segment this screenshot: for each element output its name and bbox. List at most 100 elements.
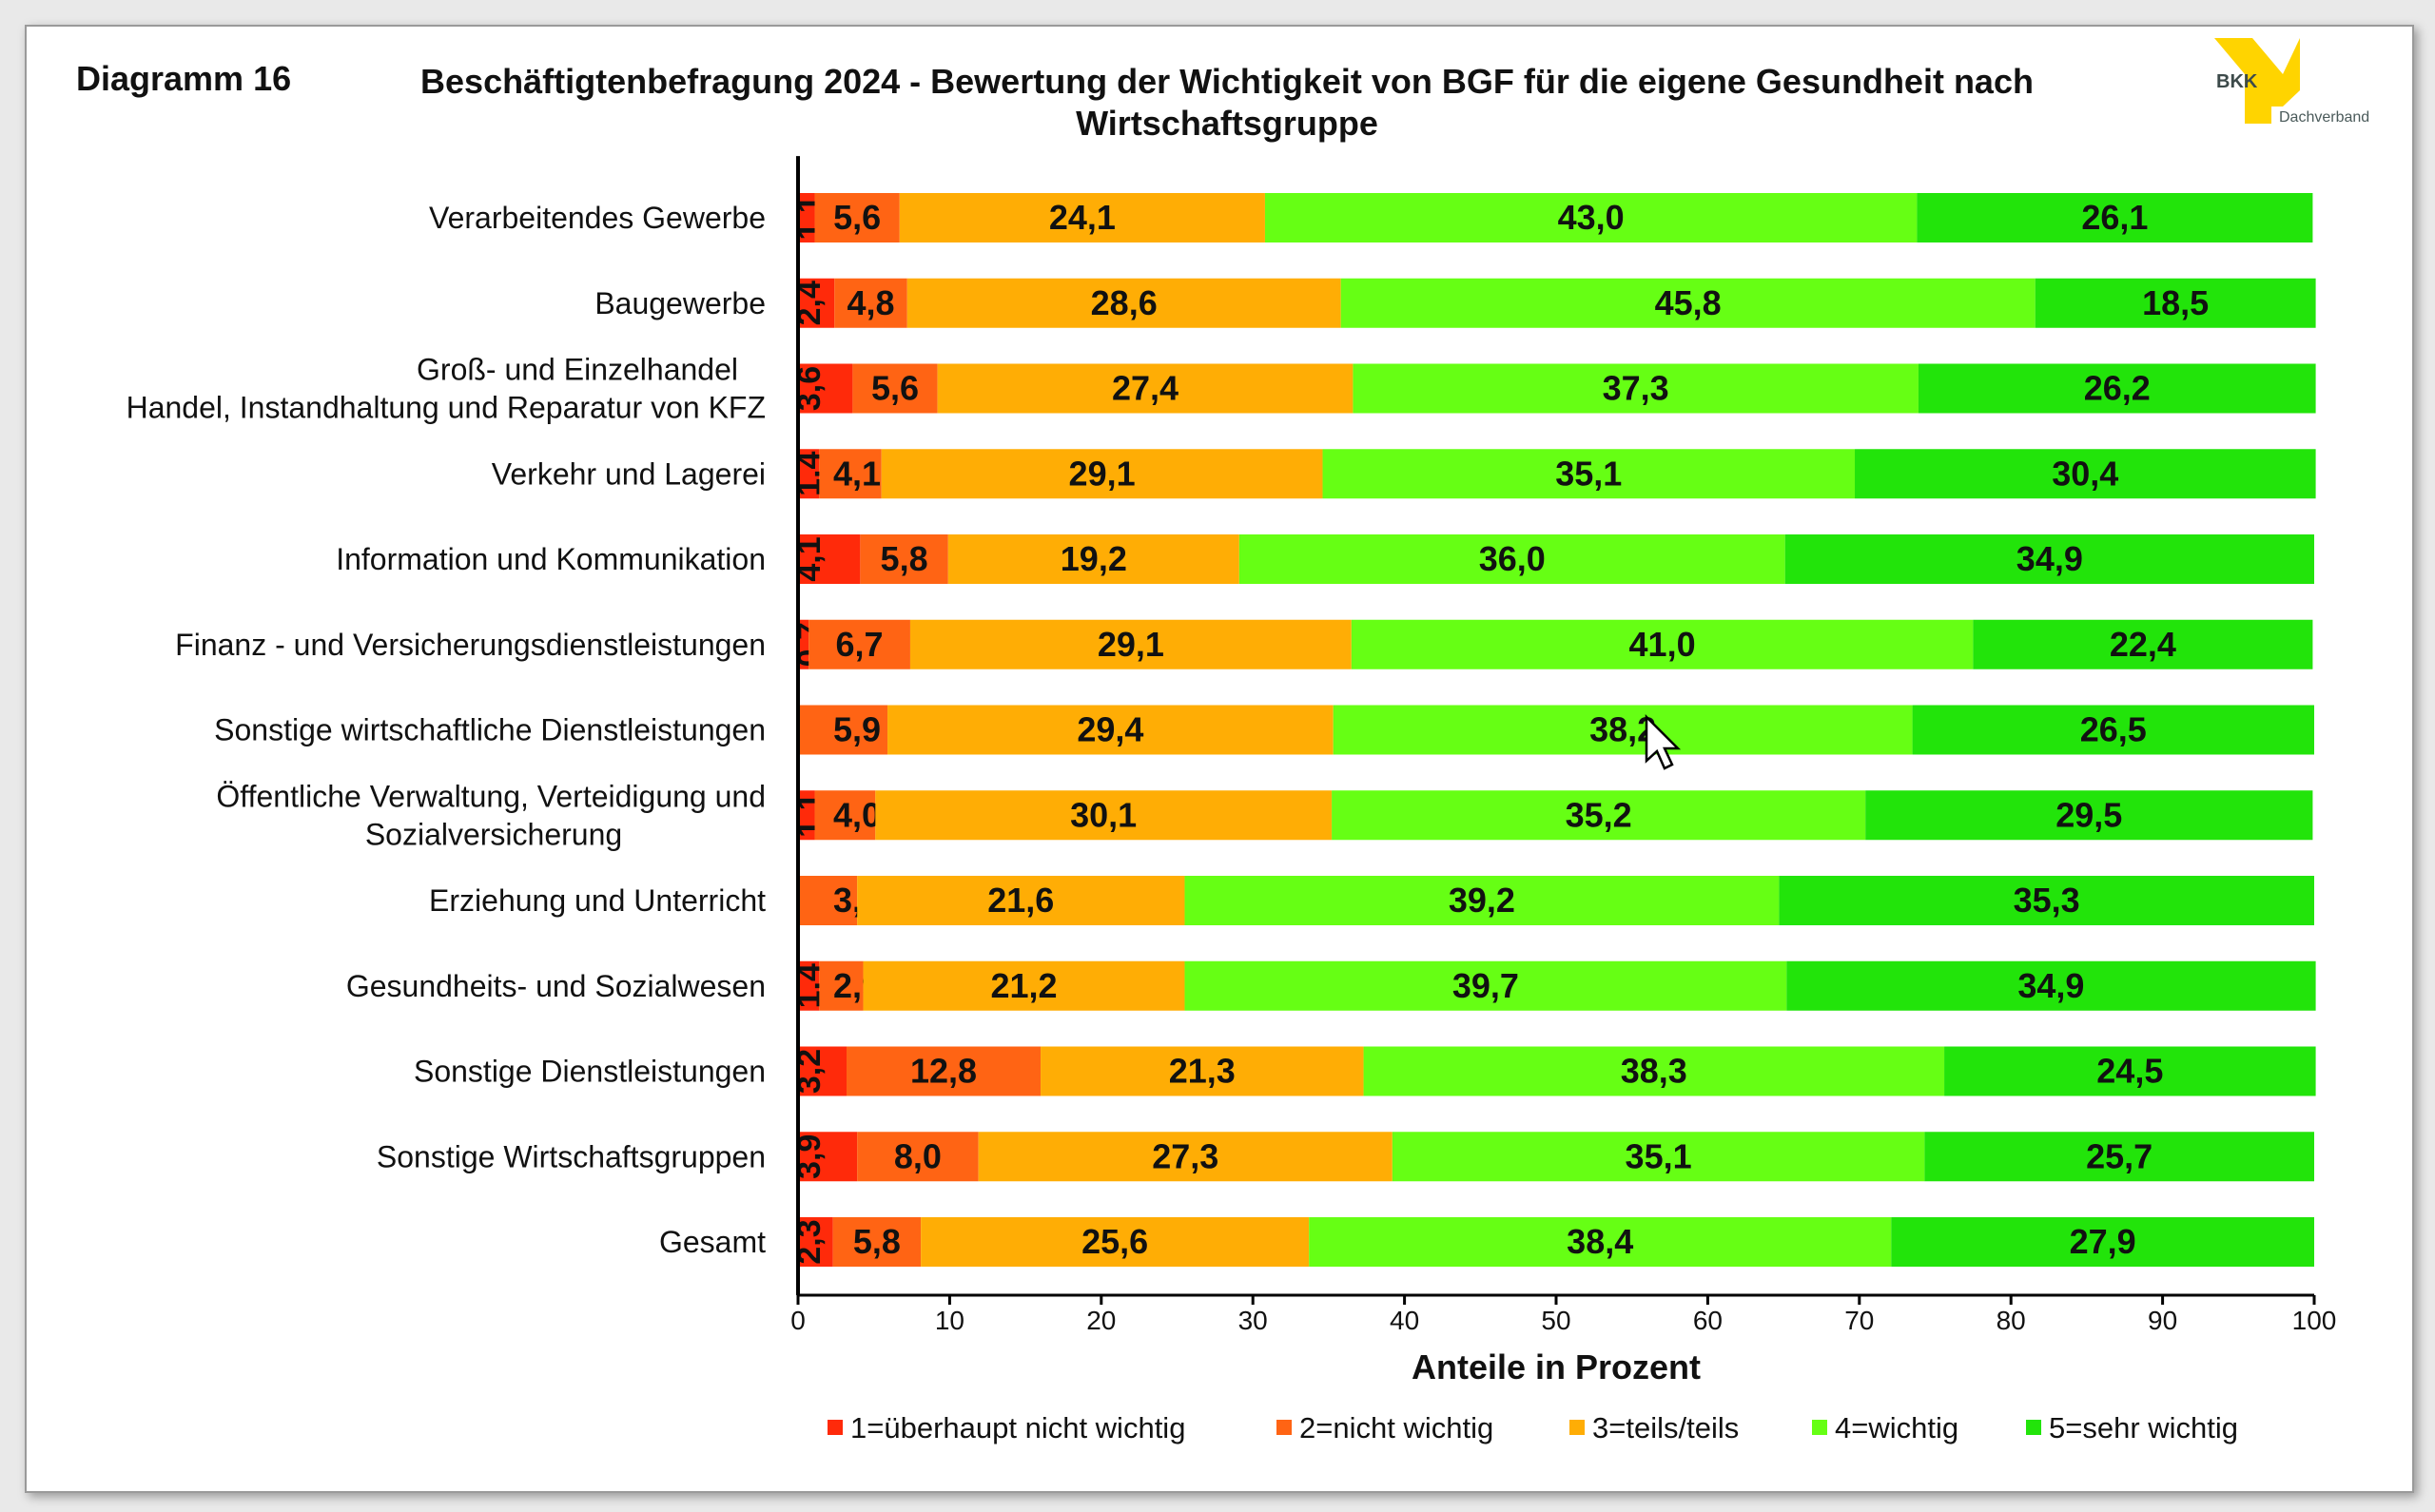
bar-segment (1779, 876, 2314, 925)
chart-title-line-2: Wirtschaftsgruppe (1076, 104, 1378, 143)
bar-segment (887, 705, 1334, 755)
bar-segment (1184, 960, 1787, 1011)
data-label: 38,4 (1567, 1222, 1633, 1261)
data-label: 27,9 (2070, 1222, 2136, 1261)
bar-segment (2035, 278, 2316, 328)
legend-swatch (1569, 1420, 1585, 1435)
bar-segment (881, 449, 1323, 499)
bar-segment (1351, 619, 1974, 669)
category-label: Sonstige wirtschaftliche Dienstleistunge… (214, 713, 766, 747)
bar-segment (814, 193, 900, 242)
category-label: Sonstige Dienstleistungen (414, 1055, 766, 1089)
bar-segment (1392, 1132, 1925, 1182)
chart-title-line-1: Beschäftigtenbefragung 2024 - Bewertung … (420, 62, 2034, 101)
data-label: 25,6 (1081, 1222, 1148, 1261)
x-tick-label: 60 (1693, 1306, 1723, 1335)
data-label: 45,8 (1655, 283, 1722, 322)
data-label: 34,9 (2017, 966, 2084, 1005)
bar-segment (857, 876, 1185, 925)
bar-segment (937, 363, 1354, 414)
bar-segment (1865, 790, 2313, 841)
data-label: 21,3 (1169, 1052, 1236, 1091)
bar-segment (798, 1046, 847, 1096)
bar-segment (1041, 1046, 1364, 1096)
x-tick-label: 100 (2292, 1306, 2337, 1335)
bar-segment (1855, 449, 2316, 499)
category-label: Information und Kommunikation (336, 542, 766, 576)
bar-segment (808, 619, 910, 669)
category-label: Sonstige Wirtschaftsgruppen (377, 1139, 766, 1173)
data-label: 38,2 (1589, 710, 1656, 749)
x-tick-label: 0 (790, 1306, 806, 1335)
data-label: 29,1 (1069, 454, 1136, 493)
bar-segment (1918, 363, 2316, 414)
logo-text: BKK (2216, 71, 2258, 92)
data-label: 22,4 (2110, 625, 2176, 664)
category-label: Erziehung und Unterricht (429, 883, 766, 918)
data-label: 25,7 (2086, 1136, 2153, 1175)
category-label: Öffentliche Verwaltung, Verteidigung und (216, 779, 766, 813)
data-label: 8,0 (894, 1136, 942, 1175)
bar-segment (798, 1132, 858, 1182)
legend-swatch (828, 1420, 843, 1435)
bar-segment (1184, 876, 1780, 925)
bar-segment (852, 363, 938, 414)
x-tick-label: 70 (1844, 1306, 1874, 1335)
legend-label: 1=überhaupt nicht wichtig (850, 1411, 1185, 1444)
category-label: Gesamt (659, 1225, 766, 1259)
data-label: 30,4 (2052, 454, 2118, 493)
legend-swatch (2026, 1420, 2041, 1435)
bar-segment (1333, 705, 1913, 755)
category-label: Gesundheits- und Sozialwesen (346, 969, 766, 1003)
bar-segment (847, 1046, 1042, 1096)
x-tick-label: 40 (1390, 1306, 1419, 1335)
bar-segment (819, 960, 864, 1011)
bar-segment (798, 705, 888, 755)
bar-segment (798, 876, 858, 925)
bar-segment (1353, 363, 1919, 414)
data-label: 38,3 (1621, 1052, 1687, 1091)
bar-segment (1973, 619, 2313, 669)
data-label: 39,7 (1452, 966, 1519, 1005)
data-label: 36,0 (1479, 539, 1546, 578)
data-label: 24,5 (2096, 1052, 2163, 1091)
bar-segment (921, 1217, 1310, 1267)
bar-segment (947, 534, 1239, 584)
data-label: 35,3 (2014, 881, 2080, 920)
data-label: 35,1 (1555, 454, 1622, 493)
category-label: Finanz - und Versicherungsdienstleistung… (175, 628, 766, 662)
x-tick-label: 10 (935, 1306, 964, 1335)
bar-segment (798, 363, 853, 414)
data-label: 21,2 (990, 966, 1057, 1005)
data-label: 18,5 (2142, 283, 2209, 322)
data-label: 43,0 (1558, 198, 1625, 237)
legend-label: 5=sehr wichtig (2049, 1411, 2238, 1444)
x-tick-label: 30 (1238, 1306, 1268, 1335)
data-label: 5,8 (853, 1222, 901, 1261)
data-label: 41,0 (1629, 625, 1696, 664)
data-label: 30,1 (1070, 795, 1137, 834)
bar-segment (1322, 449, 1856, 499)
data-label: 24,1 (1049, 198, 1116, 237)
bkk-logo: BKK Dachverband (2214, 38, 2369, 126)
data-label: 21,6 (987, 881, 1054, 920)
bar-segment (798, 193, 815, 242)
bar-segment (1917, 193, 2313, 242)
bar-segment (1944, 1046, 2316, 1096)
category-label: Sozialversicherung (365, 817, 622, 851)
bar-segment (798, 1217, 833, 1267)
bar-segment (1784, 534, 2314, 584)
bar-segment (814, 790, 876, 841)
x-tick-label: 90 (2148, 1306, 2177, 1335)
bar-segment (899, 193, 1265, 242)
data-label: 28,6 (1091, 283, 1158, 322)
bar-segment (832, 1217, 922, 1267)
data-label: 26,1 (2081, 198, 2148, 237)
bar-segment (798, 619, 809, 669)
data-label: 29,1 (1098, 625, 1164, 664)
logo-shape-right (2283, 38, 2300, 107)
bar-segment (1912, 705, 2314, 755)
bar-segment (860, 534, 948, 584)
data-label: 29,5 (2055, 795, 2122, 834)
bar-segment (1786, 960, 2316, 1011)
